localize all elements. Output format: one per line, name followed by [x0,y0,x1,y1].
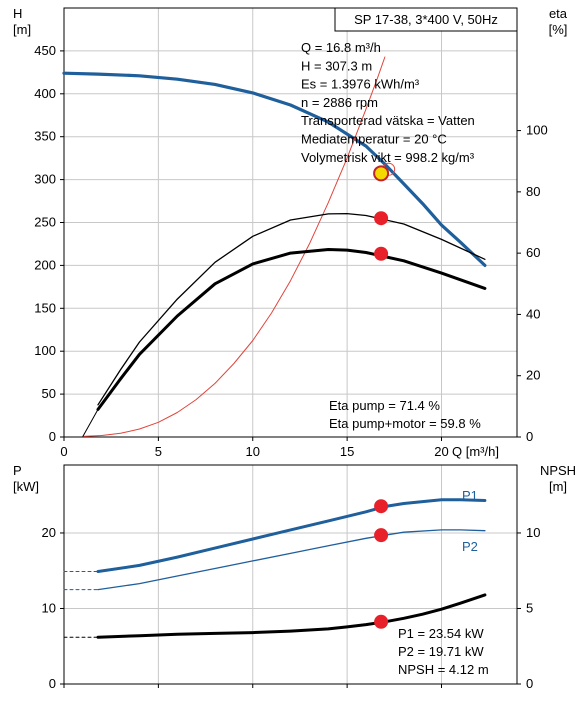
chart0-x-tick-label: 20 [434,444,448,459]
chart1-duty-point-marker [374,499,389,514]
chart0-x-tick-label: 10 [246,444,260,459]
chart0-y-tick-label: 50 [42,386,56,401]
chart1-y-right-axis-label-unit: [m] [549,479,567,494]
chart0-y-tick-label: 300 [34,172,56,187]
chart0-duty-point-marker [373,165,390,182]
chart0-y-right-axis-label-name: eta [549,6,568,21]
chart0-title-box [334,7,518,32]
chart0-eta-line: Eta pump+motor = 59.8 % [329,416,481,431]
chart1-y-right-axis-label-name: NPSH [540,463,576,478]
chart0-y-tick-label: 450 [34,43,56,58]
chart0-y-right-tick-label: 100 [526,123,548,138]
chart0-y-tick-label: 150 [34,300,56,315]
chart0-y-tick-label: 200 [34,257,56,272]
chart0-y-tick-label: 0 [49,429,56,444]
chart0-y-tick-label: 400 [34,86,56,101]
chart0-y-tick-label: 100 [34,343,56,358]
chart0-x-axis-label: Q [m³/h] [452,444,499,459]
chart0-y-right-tick-label: 20 [526,368,540,383]
chart0-eta-line: Eta pump = 71.4 % [329,398,440,413]
chart1-y-tick-label: 0 [49,676,56,691]
chart1-y-tick-label: 10 [42,600,56,615]
chart1-duty-point-marker [374,528,389,543]
chart0-info-line: Q = 16.8 m³/h [301,40,381,55]
chart0-x-tick-label: 0 [60,444,67,459]
chart1-series-line [96,498,487,573]
chart0-duty-point-marker [374,246,389,261]
chart0-title: SP 17-38, 3*400 V, 50Hz [354,12,498,27]
chart1-power-line: P1 = 23.54 kW [398,626,484,641]
chart0-info-line: Mediatemperatur = 20 °C [301,132,447,147]
chart0-series-line [62,71,487,267]
chart0-info-line: Es = 1.3976 kWh/m³ [301,77,420,92]
chart0-info-line: H = 307.3 m [301,58,372,73]
chart0-series-line [82,56,386,437]
chart1-y-axis-label-name: P [13,463,22,478]
chart1-y-right-tick-label: 10 [526,525,540,540]
chart1-series-line [97,529,486,591]
chart0-y-right-tick-label: 60 [526,245,540,260]
chart0-info-line: Transporterad vätska = Vatten [301,113,475,128]
chart1-duty-point-marker [374,614,389,629]
chart1-series-label-p1: P1 [462,488,478,503]
chart0-y-right-axis-label-unit: [%] [549,22,568,37]
chart0-y-right-tick-label: 40 [526,306,540,321]
chart1-power-line: P2 = 19.71 kW [398,644,484,659]
chart1-y-right-tick-label: 0 [526,676,533,691]
chart0-series-line [82,408,99,437]
chart0-y-right-tick-label: 0 [526,429,533,444]
chart0-y-axis-label-name: H [13,6,22,21]
chart0-y-tick-label: 250 [34,215,56,230]
chart0-series-line [96,248,487,411]
chart0-series-line [97,212,486,406]
chart1-y-tick-label: 20 [42,525,56,540]
chart0-y-tick-label: 350 [34,129,56,144]
chart0-y-axis-label-unit: [m] [13,22,31,37]
chart1-y-axis-label-unit: [kW] [13,479,39,494]
chart0-duty-point-marker [374,211,389,226]
chart0-x-tick-label: 15 [340,444,354,459]
chart1-series-line [96,593,487,639]
chart0-y-right-tick-label: 80 [526,184,540,199]
chart1-series-label-p2: P2 [462,539,478,554]
chart0-x-tick-label: 5 [155,444,162,459]
chart1-y-right-tick-label: 5 [526,600,533,615]
chart0-info-line: n = 2886 rpm [301,95,378,110]
chart1-power-line: NPSH = 4.12 m [398,662,489,677]
chart1-plot-frame [63,464,518,685]
chart0-info-line: Volymetrisk vikt = 998.2 kg/m³ [301,150,475,165]
